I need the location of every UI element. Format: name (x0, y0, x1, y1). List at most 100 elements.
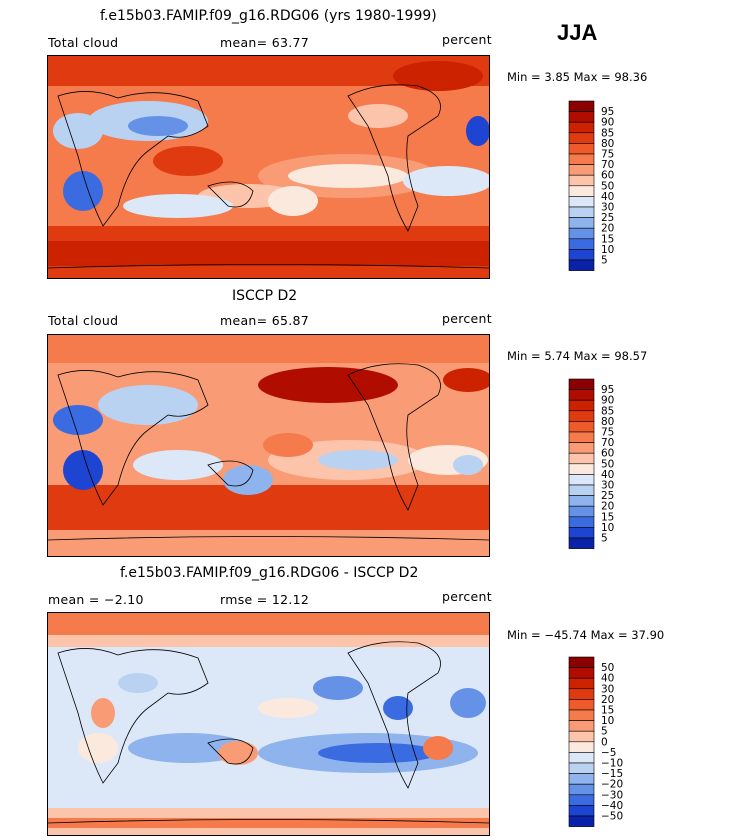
colorbar-3-swatch (568, 773, 595, 785)
colorbar-3-swatch (568, 667, 595, 679)
colorbar-3-label: −40 (601, 800, 623, 812)
colorbar-1-swatch (568, 206, 595, 218)
colorbar-3-label: 20 (601, 694, 614, 706)
colorbar-3-label: 30 (601, 683, 614, 695)
panel-2-map (47, 334, 490, 557)
colorbar-1-swatch (568, 259, 595, 271)
colorbar-3-label: 10 (601, 715, 614, 727)
colorbar-1-label: 20 (601, 223, 614, 235)
panel-1-field (48, 56, 489, 278)
colorbar-1-swatch (568, 132, 595, 144)
colorbar-2-swatch (568, 527, 595, 539)
colorbar-2-label: 60 (601, 448, 614, 460)
panel-1-variable-label: Total cloud (48, 35, 119, 50)
panel-1-mean-label: mean= 63.77 (220, 35, 309, 50)
panel-1-colorbar: 95 90 85 80 75 70 60 50 40 30 25 20 15 10 5 (568, 100, 648, 279)
colorbar-2-swatch (568, 421, 595, 433)
colorbar-3-swatch (568, 699, 595, 711)
panel-2-min-max: Min = 5.74 Max = 98.57 (507, 349, 648, 363)
colorbar-3-swatch (568, 677, 595, 690)
colorbar-1-swatch (568, 217, 595, 229)
colorbar-2-label: 75 (601, 427, 614, 439)
colorbar-3-label: −15 (601, 768, 623, 780)
panel-3-rmse-label: rmse = 12.12 (220, 592, 310, 607)
colorbar-3-label: −5 (601, 747, 616, 759)
colorbar-2-swatch (568, 474, 595, 486)
colorbar-1-label: 90 (601, 117, 614, 129)
colorbar-2-swatch (568, 505, 595, 518)
colorbar-2-label: 25 (601, 490, 614, 502)
colorbar-3-swatch (568, 805, 595, 817)
colorbar-2-swatch (568, 452, 595, 465)
colorbar-2-swatch (568, 463, 595, 475)
colorbar-1-label: 30 (601, 202, 614, 214)
colorbar-3-swatch (568, 741, 595, 753)
colorbar-1-swatch (568, 153, 595, 165)
colorbar-2-label: 50 (601, 458, 614, 470)
colorbar-3-label: −30 (601, 789, 623, 801)
colorbar-3-swatch (568, 752, 595, 764)
colorbar-2-label: 85 (601, 405, 614, 417)
colorbar-1-swatch (568, 164, 595, 176)
panel-2-colorbar: 95 90 85 80 75 70 60 50 40 30 25 20 15 10 5 (568, 378, 648, 557)
panel-1-title: f.e15b03.FAMIP.f09_g16.RDG06 (yrs 1980-1… (100, 8, 437, 24)
colorbar-2-label: 90 (601, 395, 614, 407)
panel-2-mean-label: mean= 65.87 (220, 313, 309, 328)
colorbar-3-label: −20 (601, 779, 623, 791)
colorbar-1-label: 60 (601, 170, 614, 182)
colorbar-3-swatch (568, 815, 595, 827)
panel-2-field (48, 335, 489, 556)
colorbar-1-label: 70 (601, 159, 614, 171)
colorbar-1-label: 25 (601, 212, 614, 224)
panel-3-colorbar: 50 40 30 20 15 10 5 0 −5 −10 −15 −20 −30 −40 −50 (568, 656, 648, 835)
colorbar-3-swatch (568, 720, 595, 732)
colorbar-1-label: 40 (601, 191, 614, 203)
colorbar-2-label: 5 (601, 533, 608, 545)
colorbar-3-swatch (568, 656, 595, 668)
colorbar-3-swatch (568, 688, 595, 700)
colorbar-3-label: −50 (601, 811, 623, 823)
panel-3-title: f.e15b03.FAMIP.f09_g16.RDG06 - ISCCP D2 (120, 565, 419, 581)
colorbar-3-label: 50 (601, 662, 614, 674)
colorbar-2-swatch (568, 537, 595, 549)
colorbar-1-swatch (568, 185, 595, 197)
season-label: JJA (557, 20, 598, 45)
colorbar-1-swatch (568, 111, 595, 123)
colorbar-2-label: 70 (601, 437, 614, 449)
panel-3-field (48, 613, 489, 835)
colorbar-1-label: 50 (601, 180, 614, 192)
panel-2-units-label: percent (442, 311, 492, 326)
panel-1-units-label: percent (442, 32, 492, 47)
colorbar-2-label: 40 (601, 469, 614, 481)
colorbar-2-label: 80 (601, 416, 614, 428)
colorbar-3-label: −10 (601, 758, 623, 770)
colorbar-1-swatch (568, 143, 595, 155)
colorbar-1-swatch (568, 174, 595, 187)
colorbar-1-swatch (568, 238, 595, 250)
colorbar-1-label: 5 (601, 255, 608, 267)
colorbar-1-label: 80 (601, 138, 614, 150)
colorbar-2-swatch (568, 516, 595, 528)
colorbar-2-swatch (568, 399, 595, 412)
colorbar-1-label: 85 (601, 127, 614, 139)
colorbar-2-swatch (568, 378, 595, 390)
colorbar-3-swatch (568, 762, 595, 774)
panel-3-map (47, 612, 490, 836)
colorbar-2-swatch (568, 431, 595, 443)
colorbar-1-swatch (568, 227, 595, 240)
panel-2-variable-label: Total cloud (48, 313, 119, 328)
colorbar-2-swatch (568, 495, 595, 507)
colorbar-2-swatch (568, 389, 595, 401)
colorbar-1-label: 95 (601, 106, 614, 118)
colorbar-2-label: 30 (601, 480, 614, 492)
colorbar-3-label: 5 (601, 726, 608, 738)
colorbar-3-label: 15 (601, 705, 614, 717)
colorbar-2-swatch (568, 442, 595, 454)
colorbar-1-swatch (568, 100, 595, 112)
colorbar-3-label: 0 (601, 736, 608, 748)
colorbar-2-label: 95 (601, 384, 614, 396)
colorbar-2-swatch (568, 410, 595, 422)
